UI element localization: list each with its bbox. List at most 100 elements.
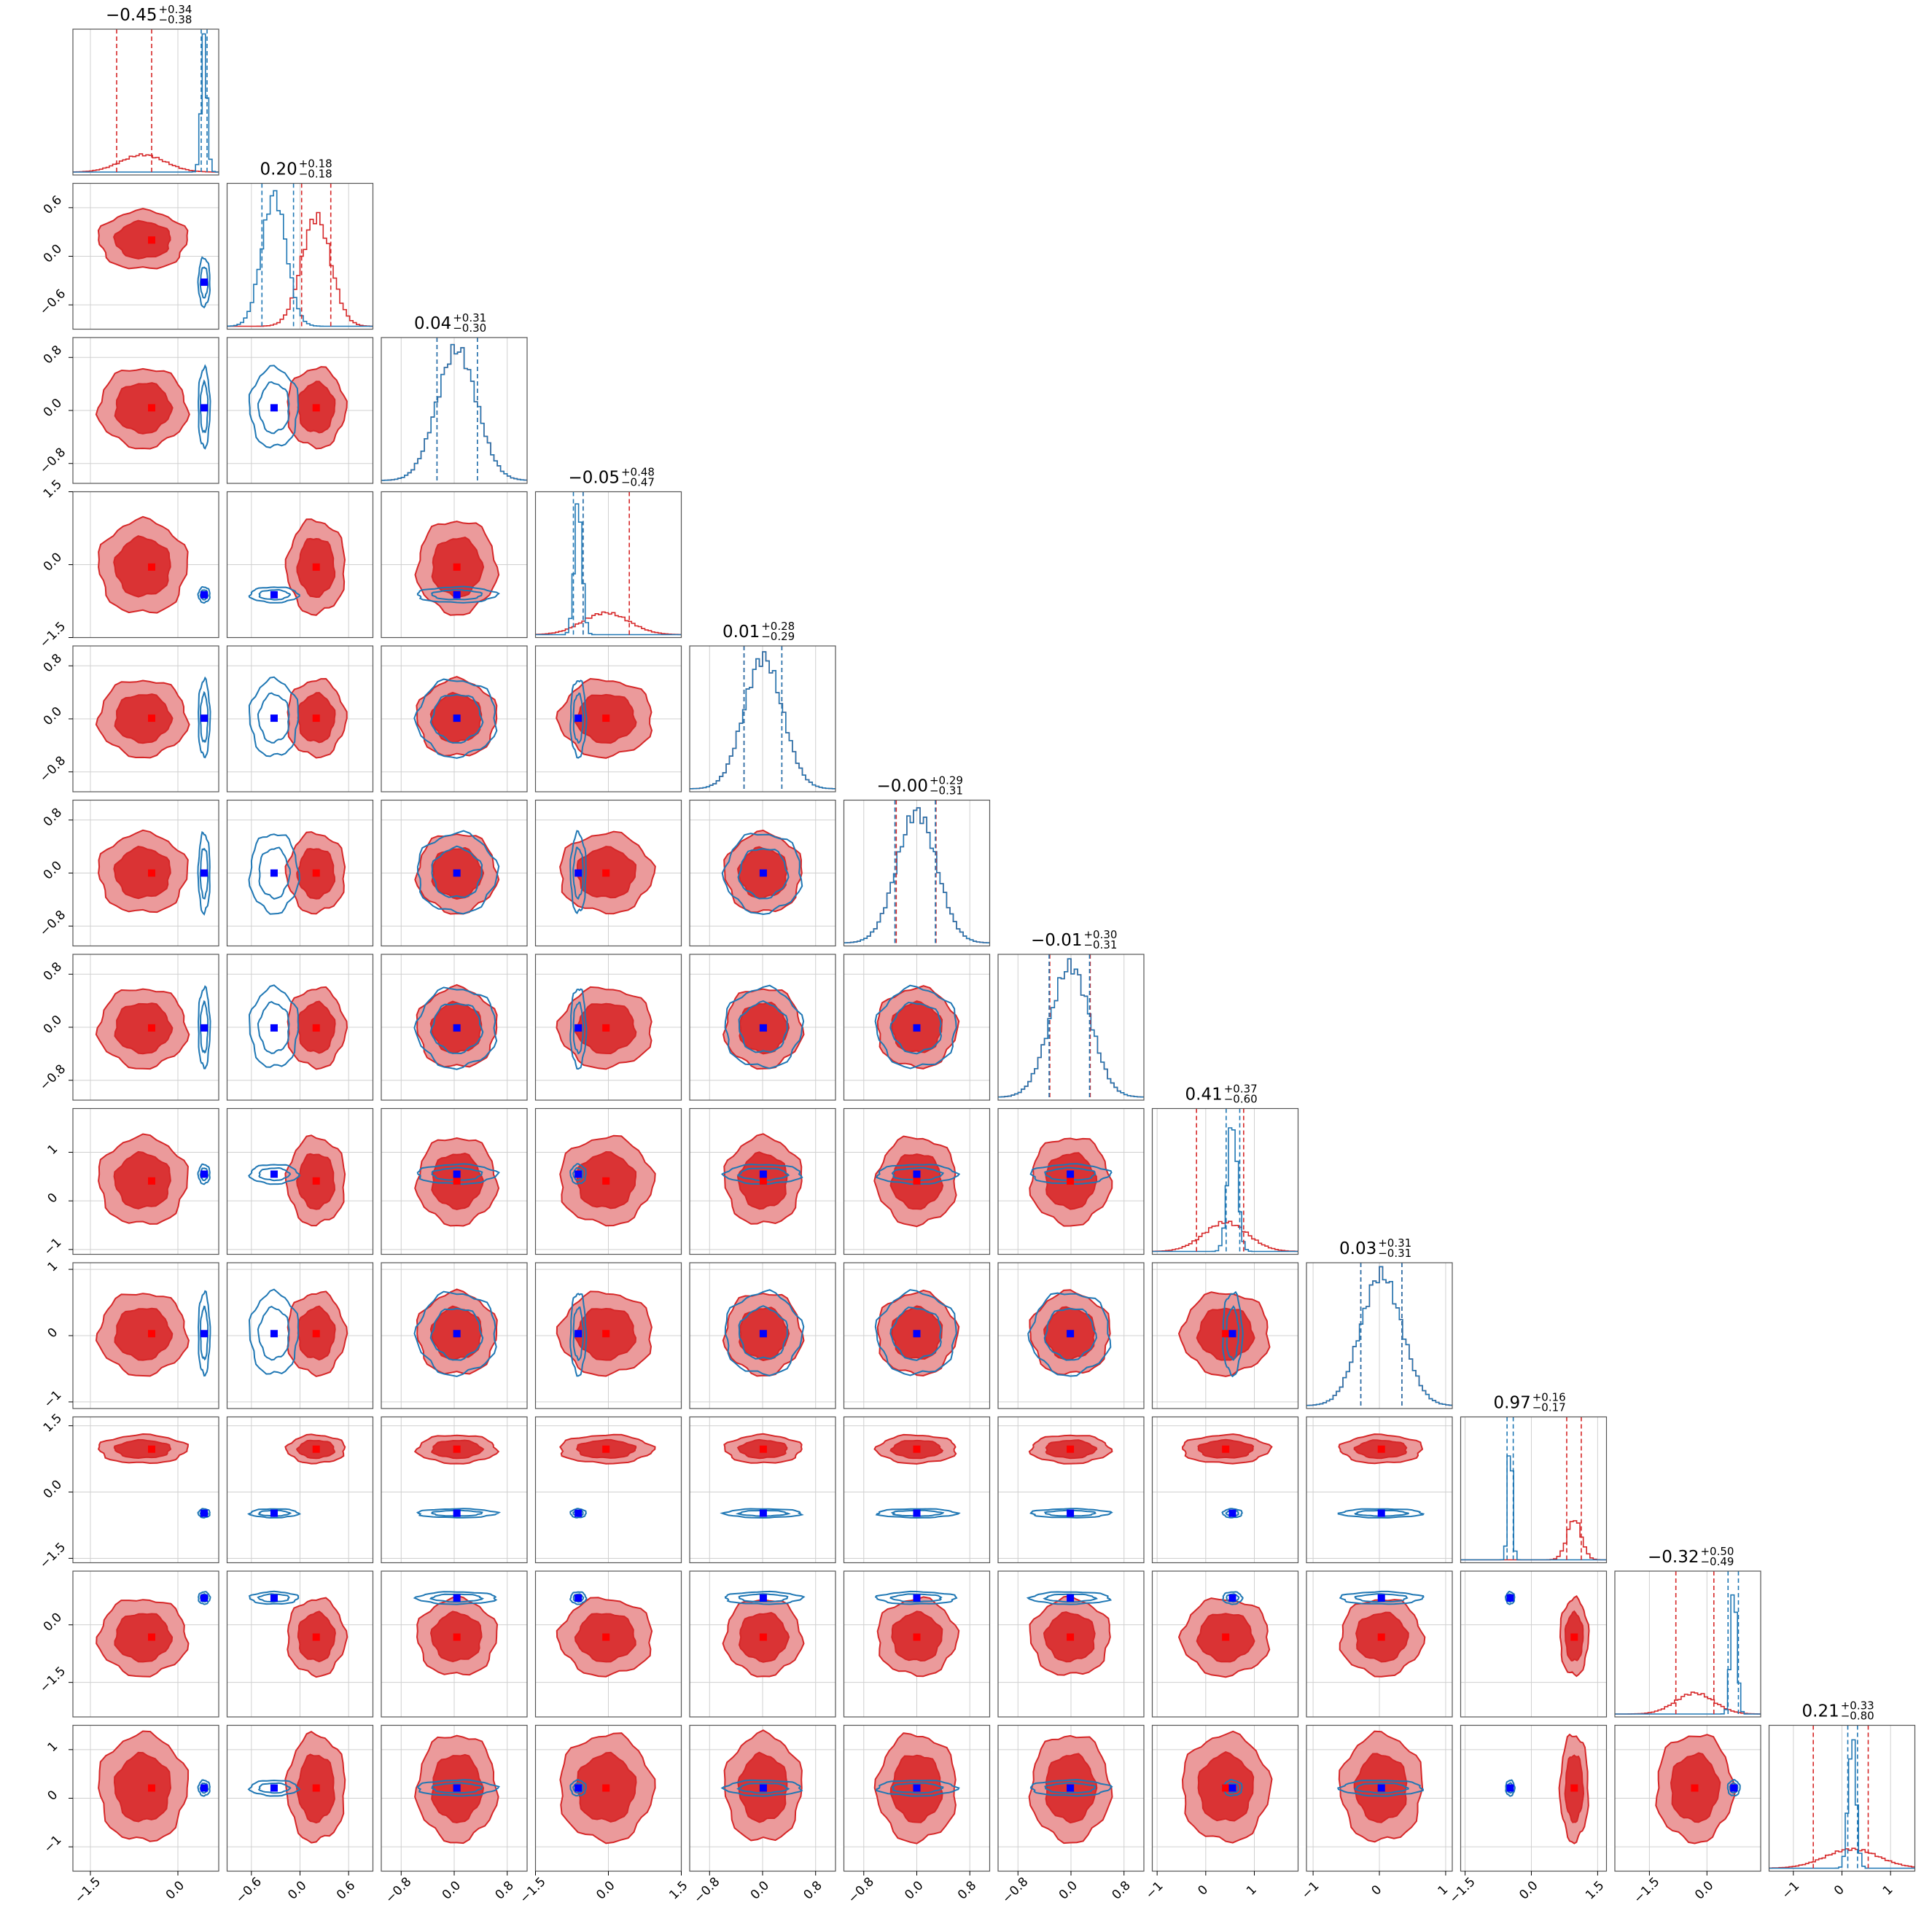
y-tick-label: −0.8 (37, 445, 69, 477)
panel-5-0: −0.8 0.0 0.8 (37, 799, 219, 947)
panel-title-upper: +0.34 (158, 3, 192, 16)
blue-truth-marker (270, 714, 278, 722)
blue-contour-outer (198, 1290, 211, 1377)
panel-title-median: −0.05 (569, 469, 620, 488)
blue-contour-inner (891, 1166, 945, 1181)
blue-truth-marker (1228, 1784, 1236, 1792)
panel-frame (1151, 1416, 1299, 1564)
panel-content (227, 338, 373, 483)
red-contour-inner (113, 535, 171, 598)
panel-2-1 (226, 337, 374, 484)
panel-content (227, 1725, 373, 1871)
panel-9-0: −1.5 0.0 1.5 (37, 1411, 219, 1572)
x-tick-label: 1.5 (1583, 1878, 1607, 1902)
panel-content (381, 1263, 527, 1409)
panel-4-0: −0.8 0.0 0.8 (37, 645, 219, 792)
red-histogram (73, 153, 219, 173)
x-tick-label: 1 (1880, 1882, 1896, 1898)
x-tick-label: 0 (1195, 1882, 1211, 1898)
panel-content (381, 338, 527, 483)
panel-frame (689, 1262, 836, 1409)
blue-truth-marker (759, 1330, 767, 1338)
panel-11-4: −0.8 0.0 0.8 (689, 1724, 836, 1906)
panel-frame (997, 954, 1145, 1101)
blue-contour-inner (257, 1000, 290, 1054)
red-truth-marker (759, 1633, 767, 1641)
panel-title-median: 0.41 (1185, 1086, 1223, 1105)
panel-frame (72, 28, 219, 176)
red-truth-marker (602, 714, 610, 722)
blue-contour-inner (1354, 1509, 1409, 1517)
red-truth-marker (148, 404, 155, 412)
red-contour-inner (113, 1751, 172, 1823)
panel-frame (1306, 1262, 1453, 1409)
panel-frame (534, 799, 682, 947)
x-tick-label: 1 (1244, 1882, 1260, 1898)
blue-truth-marker (913, 1784, 921, 1792)
blue-contour-outer (569, 1163, 587, 1185)
x-tick-label: 0.0 (1056, 1878, 1080, 1902)
panel-content (227, 1571, 373, 1717)
blue-contour-inner (738, 1305, 789, 1360)
panel-frame (534, 954, 682, 1101)
blue-truth-marker (1067, 1784, 1075, 1792)
blue-contour-inner (199, 266, 209, 299)
blue-truth-marker (270, 591, 278, 599)
blue-contour-inner (891, 1782, 944, 1794)
x-tick-label: 0.8 (955, 1878, 979, 1902)
blue-truth-marker (1506, 1784, 1514, 1792)
y-tick-label: 0.6 (41, 193, 65, 217)
panel-10-4 (689, 1570, 836, 1718)
blue-contour-inner (572, 1166, 584, 1182)
panel-frame (997, 1107, 1145, 1255)
red-truth-marker (913, 1633, 921, 1641)
blue-histogram (1152, 1127, 1298, 1253)
x-tick-label: 0.0 (285, 1878, 309, 1902)
blue-truth-marker (453, 1784, 461, 1792)
panel-frame (843, 954, 991, 1101)
panel-frame (689, 1416, 836, 1564)
panel-frame (534, 1107, 682, 1255)
diag-panel-3: −0.05 +0.48−0.47 (534, 466, 682, 639)
red-truth-marker (913, 1445, 921, 1453)
blue-contour-outer (724, 1590, 806, 1605)
y-tick-label: 0 (45, 1788, 61, 1804)
panel-11-6: −0.8 0.0 0.8 (997, 1724, 1145, 1906)
panel-content (1152, 1725, 1298, 1871)
red-truth-marker (148, 1784, 155, 1792)
blue-truth-marker (759, 1024, 767, 1032)
y-tick-label: −1.5 (37, 1664, 69, 1695)
y-tick-label: 0.8 (41, 343, 65, 367)
panel-content (1306, 1725, 1452, 1871)
y-tick-label: 0 (45, 1191, 61, 1207)
panel-11-2: −0.8 0.0 0.8 (381, 1724, 528, 1906)
panel-content (1769, 1725, 1915, 1871)
panel-title-upper: +0.31 (1378, 1236, 1411, 1250)
blue-contour-inner (430, 588, 483, 601)
blue-contour-inner (429, 1593, 484, 1603)
blue-contour-inner (736, 1782, 790, 1794)
x-tick-label: −1 (1299, 1879, 1323, 1902)
panel-frame (226, 182, 374, 330)
panel-6-3 (534, 954, 682, 1101)
diag-panel-8: 0.03 +0.31−0.31 (1306, 1236, 1453, 1409)
x-tick-label: 0.0 (440, 1878, 464, 1902)
blue-contour-inner (199, 847, 209, 900)
blue-truth-marker (1067, 1509, 1075, 1517)
blue-truth-marker (200, 1330, 208, 1338)
blue-contour-outer (569, 1591, 588, 1605)
diag-panel-5: −0.00 +0.29−0.31 (843, 774, 991, 947)
blue-truth-marker (1730, 1784, 1738, 1792)
blue-contour-outer (569, 1779, 587, 1797)
y-tick-label: 0.0 (41, 396, 65, 420)
blue-truth-marker (270, 1024, 278, 1032)
x-tick-label: −0.8 (383, 1874, 414, 1906)
blue-contour-outer (198, 985, 211, 1070)
blue-histogram (227, 190, 373, 327)
panel-content (1615, 1725, 1761, 1871)
red-truth-marker (453, 1177, 461, 1185)
panel-4-2 (381, 645, 528, 792)
red-truth-marker (312, 1177, 320, 1185)
panel-11-5: −0.8 0.0 0.8 (843, 1724, 991, 1906)
panel-10-8 (1306, 1570, 1453, 1718)
